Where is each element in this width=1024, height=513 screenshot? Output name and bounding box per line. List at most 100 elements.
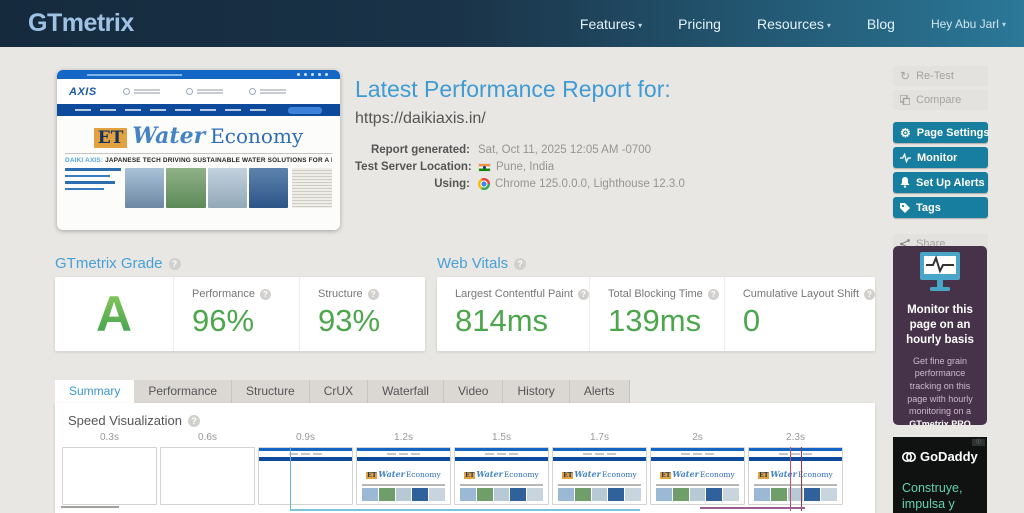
page-title: Latest Performance Report for: <box>355 76 671 102</box>
retest-button[interactable]: ↻ Re-Test <box>893 66 988 86</box>
page-settings-button[interactable]: ⚙ Page Settings <box>893 122 990 143</box>
thumb-headline: DAIKI AXIS: JAPANESE TECH DRIVING SUSTAI… <box>65 157 332 164</box>
gear-icon: ⚙ <box>900 125 911 140</box>
thumb-header: AXIS <box>57 79 340 104</box>
help-icon[interactable]: ? <box>514 257 527 270</box>
filmstrip-frame: ET WaterEconomy <box>748 447 843 505</box>
action-rail: ↻ Re-Test Compare ⚙ Page Settings Monitor … <box>893 66 990 258</box>
monitor-promo-panel: Monitor this page on an hourly basis Get… <box>893 246 987 425</box>
help-icon[interactable]: ? <box>707 288 719 300</box>
tab-crux[interactable]: CrUX <box>309 380 369 403</box>
cls-value: 0 <box>742 303 761 338</box>
browser-row: Using: Chrome 125.0.0.0, Lighthouse 12.3… <box>434 178 685 190</box>
lcp-value: 814ms <box>455 303 549 338</box>
tbt-value: 139ms <box>608 303 702 338</box>
report-header: Latest Performance Report for: https://d… <box>355 76 880 195</box>
godaddy-ad[interactable]: ⓘ GoDaddy Construye, impulsa y <box>893 437 987 513</box>
pulse-icon <box>900 152 911 163</box>
monitor-button[interactable]: Monitor <box>893 147 988 168</box>
tab-video[interactable]: Video <box>443 380 504 403</box>
structure-value: 93% <box>318 303 381 338</box>
tab-waterfall[interactable]: Waterfall <box>368 380 444 403</box>
thumb-bullet-list <box>65 168 121 208</box>
refresh-icon: ↻ <box>900 69 911 83</box>
help-icon[interactable]: ? <box>259 288 271 300</box>
chrome-icon <box>478 178 490 190</box>
tab-summary[interactable]: Summary <box>55 380 135 403</box>
thumb-body: ET Water Economy DAIKI AXIS: JAPANESE TECH… <box>57 116 340 230</box>
ad-choices-icon[interactable]: ⓘ <box>972 439 985 446</box>
thumb-contact <box>248 87 286 96</box>
speed-visualization-title: Speed Visualization? <box>68 413 200 428</box>
promo-body: Get fine grain performance tracking on t… <box>907 355 973 425</box>
web-vitals-card: Largest Contentful Paint? 814ms Total Bl… <box>437 277 875 351</box>
filmstrip-frame <box>62 447 157 505</box>
compare-icon <box>900 95 910 105</box>
axis-logo: AXIS <box>69 85 97 98</box>
performance-metric: Performance? 96% <box>173 277 299 351</box>
nav-item-pricing[interactable]: Pricing <box>678 15 721 32</box>
cls-metric: Cumulative Layout Shift? 0 <box>723 277 875 351</box>
metric-range-bar <box>290 509 640 511</box>
report-tabs: Summary Performance Structure CrUX Water… <box>55 380 630 403</box>
gtmetrix-logo[interactable]: GTmetrix <box>28 9 134 37</box>
help-icon[interactable]: ? <box>578 288 590 300</box>
lcp-metric: Largest Contentful Paint? 814ms <box>437 277 590 351</box>
web-vitals-section-title: Web Vitals? <box>437 255 527 272</box>
nav-item-resources[interactable]: Resources ▾ <box>756 15 831 32</box>
site-thumbnail[interactable]: AXIS ET Water Economy DAIKI AXIS: JAPANESE… <box>57 70 340 230</box>
filmstrip-frame: ET WaterEconomy <box>650 447 745 505</box>
help-icon[interactable]: ? <box>864 288 875 300</box>
tbt-metric: Total Blocking Time? 139ms <box>589 277 724 351</box>
bell-icon <box>900 177 910 188</box>
structure-metric: Structure? 93% <box>299 277 425 351</box>
godaddy-brand: GoDaddy <box>902 449 978 464</box>
chevron-down-icon: ▾ <box>826 20 831 30</box>
metric-range-bar <box>700 507 805 509</box>
thumb-contact <box>185 87 223 96</box>
tag-icon <box>900 202 910 213</box>
performance-value: 96% <box>192 303 255 338</box>
thumb-navbar <box>57 104 340 116</box>
filmstrip-frame: ET WaterEconomy <box>454 447 549 505</box>
chevron-down-icon: ▾ <box>1001 19 1006 29</box>
metric-range-bar <box>61 506 119 508</box>
compare-button[interactable]: Compare <box>893 90 988 110</box>
tab-structure[interactable]: Structure <box>232 380 310 403</box>
grade-card: A Performance? 96% Structure? 93% <box>55 277 425 351</box>
thumb-masthead: ET Water Economy <box>57 123 340 149</box>
help-icon[interactable]: ? <box>367 288 379 300</box>
tab-history[interactable]: History <box>503 380 570 403</box>
monitor-pulse-icon <box>920 252 960 291</box>
help-icon[interactable]: ? <box>187 414 200 427</box>
godaddy-logo-icon <box>902 451 916 462</box>
ad-text: Construye, impulsa y <box>902 481 963 512</box>
filmstrip-frame <box>258 447 353 505</box>
test-location-row: Test Server Location: Pune, India <box>355 161 555 173</box>
filmstrip-frame: ET WaterEconomy <box>552 447 647 505</box>
summary-panel: Speed Visualization? 0.3s 0.6s 0.9s 1.2s… <box>55 403 875 513</box>
user-menu[interactable]: Hey Abu Jarl ▾ <box>930 16 1006 31</box>
tab-alerts[interactable]: Alerts <box>569 380 630 403</box>
thumb-newspaper-column <box>292 168 332 208</box>
grade-section-title: GTmetrix Grade? <box>55 255 181 272</box>
chevron-down-icon: ▾ <box>638 20 643 30</box>
metric-marker-line <box>790 447 791 511</box>
report-url[interactable]: https://daikiaxis.in/ <box>355 110 486 127</box>
filmstrip-frame <box>160 447 255 505</box>
report-generated-row: Report generated: Sat, Oct 11, 2025 12:0… <box>370 144 652 156</box>
thumb-photos <box>125 168 288 208</box>
nav-item-features[interactable]: Features ▾ <box>579 15 643 32</box>
grade-letter: A <box>95 286 133 342</box>
filmstrip-frame: ET WaterEconomy <box>356 447 451 505</box>
india-flag-icon <box>478 162 491 172</box>
top-navbar: GTmetrix Features ▾ Pricing Resources ▾ Bl… <box>0 0 1024 47</box>
tags-button[interactable]: Tags <box>893 197 988 218</box>
thumb-contact-button <box>288 106 322 114</box>
help-icon[interactable]: ? <box>168 257 181 270</box>
thumb-contact <box>122 87 160 96</box>
promo-title: Monitor this page on an hourly basis <box>906 304 974 346</box>
set-up-alerts-button[interactable]: Set Up Alerts <box>893 172 988 193</box>
nav-item-blog[interactable]: Blog <box>866 15 895 32</box>
tab-performance[interactable]: Performance <box>134 380 233 403</box>
